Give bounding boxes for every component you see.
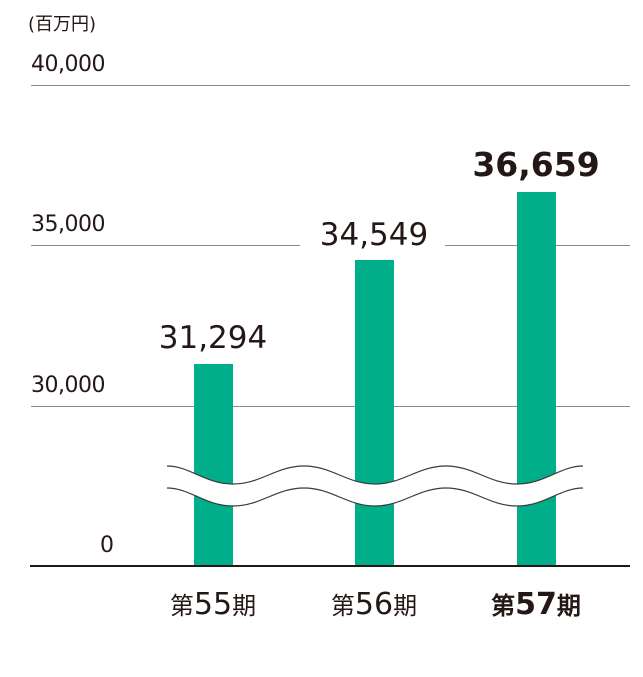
category-number: 55: [193, 587, 233, 622]
category-label-55: 第55期: [133, 586, 293, 622]
value-label-56: 34,549: [319, 217, 429, 253]
bar-56: [355, 260, 394, 566]
value-label-55: 31,294: [158, 320, 268, 356]
category-label-57: 第57期: [456, 586, 616, 622]
x-axis-baseline: [30, 565, 630, 567]
category-prefix: 第: [169, 592, 194, 620]
ytick-0: 0: [100, 533, 114, 558]
category-suffix: 期: [393, 592, 418, 620]
gridline-40000: [31, 85, 630, 86]
category-suffix: 期: [232, 592, 257, 620]
category-prefix: 第: [330, 592, 355, 620]
value-label-57: 36,659: [472, 145, 600, 184]
ytick-35000: 35,000: [31, 212, 105, 237]
category-prefix: 第: [491, 592, 516, 620]
unit-label: (百万円): [28, 14, 97, 35]
gridline-30000: [31, 406, 630, 407]
category-number: 57: [515, 587, 557, 622]
category-number: 56: [354, 587, 394, 622]
gridline-label-gap: [300, 240, 445, 250]
ytick-40000: 40,000: [31, 52, 105, 77]
bar-55: [194, 364, 233, 566]
ytick-30000: 30,000: [31, 373, 105, 398]
category-suffix: 期: [556, 592, 581, 620]
category-label-56: 第56期: [294, 586, 454, 622]
